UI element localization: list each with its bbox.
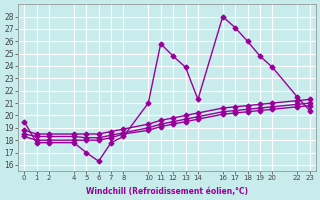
X-axis label: Windchill (Refroidissement éolien,°C): Windchill (Refroidissement éolien,°C) (86, 187, 248, 196)
